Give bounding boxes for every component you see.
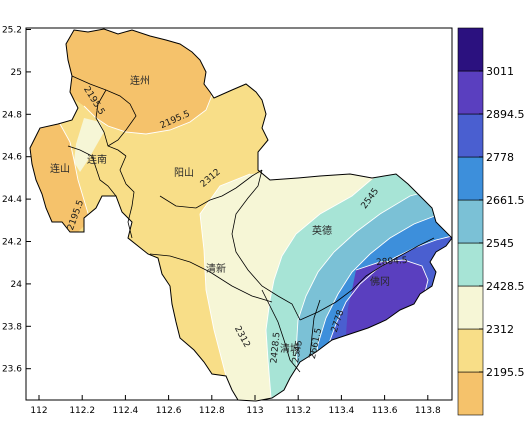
contour-line-2195-west bbox=[59, 123, 91, 221]
region-label-lianshan: 连山 bbox=[50, 162, 70, 175]
boundary-yingde-fogang bbox=[299, 237, 435, 321]
y-tick-label: 24.6 bbox=[2, 153, 22, 163]
colorbar-cell bbox=[457, 113, 484, 158]
x-tick-label: 113.2 bbox=[285, 406, 311, 416]
boundary-qingxin-yingde bbox=[231, 169, 301, 321]
y-tick-label: 23.6 bbox=[2, 365, 22, 375]
x-tick-label: 113 bbox=[246, 406, 263, 416]
colorbar: 3011 2894.5 2778 2661.5 2545 2428.5 2312 2195.5 bbox=[457, 27, 525, 416]
colorbar-label: 2428.5 bbox=[486, 280, 525, 293]
county-boundaries bbox=[67, 75, 435, 373]
region-label-qingxin: 清新 bbox=[206, 262, 226, 275]
region-label-fogang: 佛冈 bbox=[370, 275, 390, 288]
colorbar-cell bbox=[457, 199, 484, 244]
colorbar-label: 2778 bbox=[486, 151, 514, 164]
boundary-fogang-west bbox=[309, 299, 321, 357]
y-tick-label: 25 bbox=[11, 68, 22, 78]
contour-label: 2545 bbox=[291, 340, 305, 364]
region-labels: 连州 连南 连山 阳山 清新 英德 佛冈 清城 bbox=[50, 74, 390, 355]
x-tick-label: 112.6 bbox=[156, 406, 182, 416]
colorbar-cell bbox=[457, 328, 484, 373]
contour-line-2661 bbox=[309, 207, 452, 401]
colorbar-label: 2195.5 bbox=[486, 366, 525, 379]
boundary-liannan-east bbox=[95, 89, 127, 157]
colorbar-cell bbox=[457, 156, 484, 201]
band-2894-3011 bbox=[346, 260, 428, 346]
y-tick-label: 24.4 bbox=[2, 195, 22, 205]
contour-line-2195-north bbox=[83, 89, 215, 135]
contour-lines bbox=[59, 89, 452, 401]
contour-line-2312 bbox=[199, 173, 251, 377]
contour-line-2428 bbox=[265, 171, 381, 401]
region-label-liannan: 连南 bbox=[87, 153, 107, 166]
y-axis: 25.2 25 24.8 24.6 24.4 24.2 24 23.8 23.6 bbox=[2, 26, 31, 375]
band-2312-2428-pocket bbox=[74, 118, 104, 172]
colorbar-cell bbox=[457, 285, 484, 330]
x-tick-label: 112.4 bbox=[113, 406, 139, 416]
colorbar-cell bbox=[457, 27, 484, 72]
x-tick-label: 113.4 bbox=[329, 406, 355, 416]
colorbar-label: 2894.5 bbox=[486, 108, 525, 121]
boundary-qingcheng bbox=[261, 289, 301, 373]
y-tick-label: 23.8 bbox=[2, 322, 22, 332]
boundary-yangshan-west bbox=[119, 155, 135, 239]
y-tick-label: 24.2 bbox=[2, 238, 22, 248]
x-tick-label: 112.2 bbox=[69, 406, 95, 416]
colorbar-label: 2545 bbox=[486, 237, 514, 250]
y-tick-label: 24.8 bbox=[2, 110, 22, 120]
x-tick-label: 113.6 bbox=[372, 406, 398, 416]
region-label-yingde: 英德 bbox=[312, 224, 332, 237]
contour-label: 2894.5 bbox=[376, 256, 408, 268]
colorbar-cell bbox=[457, 371, 484, 416]
region-label-lianzhou: 连州 bbox=[130, 74, 150, 87]
boundary-yangshan-south bbox=[159, 169, 263, 209]
colorbar-label: 2661.5 bbox=[486, 194, 525, 207]
colorbar-label: 3011 bbox=[486, 65, 514, 78]
contour-line-2778 bbox=[319, 233, 452, 401]
region-label-yangshan: 阳山 bbox=[174, 167, 194, 179]
y-tick-label: 25.2 bbox=[2, 26, 22, 36]
contour-line-2545 bbox=[295, 187, 441, 401]
band-2428-2545 bbox=[266, 170, 440, 401]
x-tick-label: 113.8 bbox=[415, 406, 441, 416]
band-2312-2428 bbox=[200, 170, 380, 401]
band-below-2195-north bbox=[60, 29, 214, 134]
colorbar-cell bbox=[457, 70, 484, 115]
colorbar-label: 2312 bbox=[486, 323, 514, 336]
colorbar-cell bbox=[457, 242, 484, 287]
x-axis: 112 112.2 112.4 112.6 112.8 113 113.2 113.4 113.… bbox=[30, 395, 441, 416]
x-tick-label: 112 bbox=[30, 406, 47, 416]
boundary-qingxin-inner bbox=[149, 253, 273, 303]
boundary-lianshan-liannan bbox=[67, 145, 117, 197]
contour-label: 2428.5 bbox=[269, 332, 282, 364]
boundary-lianzhou-south bbox=[71, 75, 137, 147]
y-tick-label: 24 bbox=[11, 280, 23, 290]
x-tick-label: 112.8 bbox=[199, 406, 225, 416]
region-label-qingcheng: 清城 bbox=[280, 342, 300, 355]
